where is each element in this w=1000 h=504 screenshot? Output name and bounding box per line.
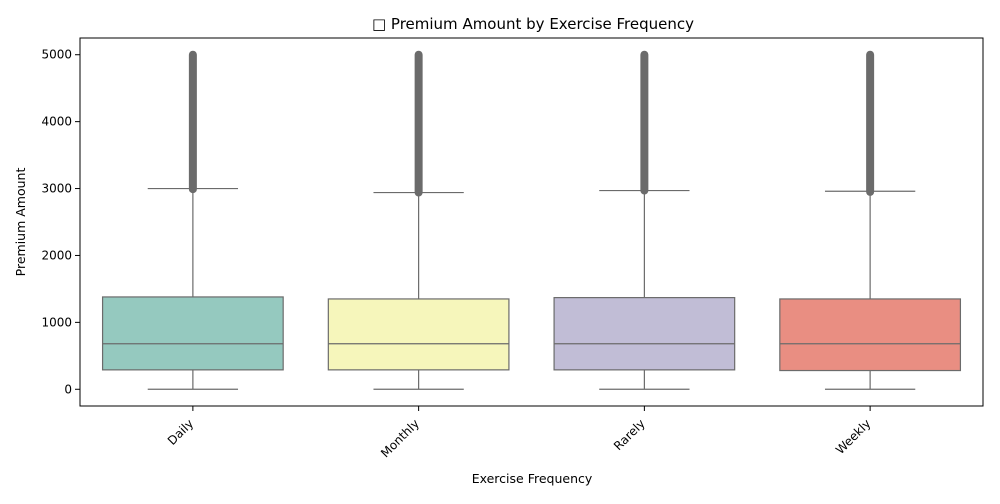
box-daily (101, 296, 284, 371)
y-tick-label: 5000 (41, 48, 72, 62)
y-tick-label: 3000 (41, 182, 72, 196)
y-tick-label: 4000 (41, 115, 72, 129)
x-tick-label: Daily (165, 416, 196, 447)
y-axis-label: Premium Amount (13, 168, 28, 277)
box-monthly (327, 298, 510, 371)
boxes-layer (101, 50, 962, 390)
x-tick-label: Weekly (833, 416, 874, 457)
box-weekly (779, 298, 962, 372)
x-axis-label: Exercise Frequency (472, 471, 593, 486)
x-tick-label: Rarely (611, 416, 648, 453)
y-tick-label: 0 (64, 382, 72, 396)
plot-frame (79, 37, 984, 407)
y-tick-label: 1000 (41, 315, 72, 329)
y-tick-label: 2000 (41, 248, 72, 262)
x-axis: Daily Monthly Rarely Weekly (165, 406, 874, 460)
box-rarely (553, 297, 736, 371)
x-tick-label: Monthly (378, 416, 422, 460)
chart-title: □ Premium Amount by Exercise Frequency (372, 15, 694, 33)
y-axis: 0 1000 2000 3000 4000 5000 (41, 48, 80, 396)
